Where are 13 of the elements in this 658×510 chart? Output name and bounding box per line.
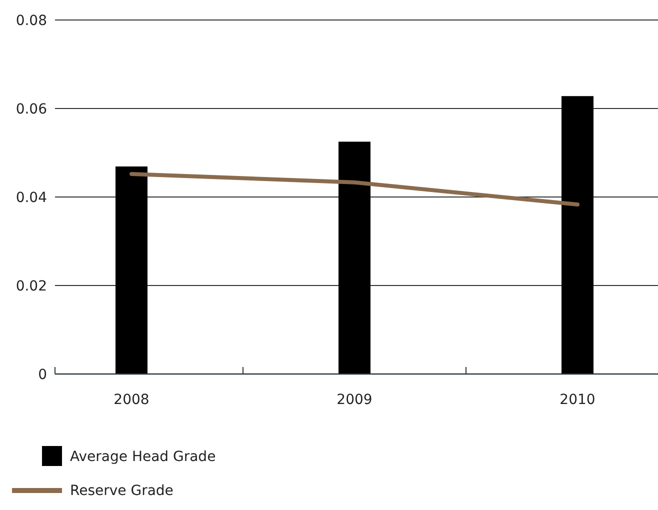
y-tick-label: 0 — [38, 366, 47, 383]
legend-label: Reserve Grade — [70, 482, 174, 499]
y-tick-label: 0.02 — [16, 278, 47, 294]
y-tick-label: 0.06 — [16, 101, 48, 118]
y-tick-label: 0.04 — [16, 190, 48, 206]
bar — [562, 96, 594, 374]
bar — [338, 142, 370, 374]
bar — [116, 166, 148, 374]
legend-label: Average Head Grade — [70, 448, 216, 465]
x-tick-label: 2010 — [560, 392, 596, 408]
x-tick-label: 2008 — [114, 392, 150, 408]
x-tick-label: 2009 — [336, 392, 372, 408]
y-tick-label: 0.08 — [16, 12, 47, 29]
